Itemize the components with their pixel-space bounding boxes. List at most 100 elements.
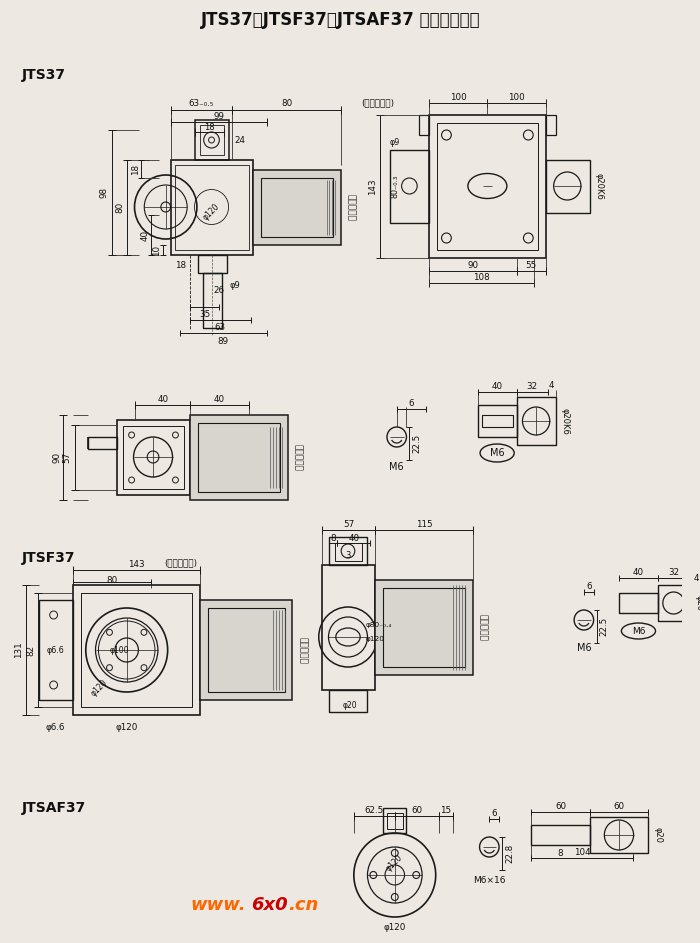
Text: JTS37: JTS37 (22, 68, 65, 82)
Text: www.: www. (190, 896, 246, 914)
Bar (203, 273, 222, 328)
Text: 131: 131 (14, 641, 23, 658)
Bar (589, 817, 648, 853)
Text: 22.5: 22.5 (413, 434, 421, 454)
Bar (546, 115, 556, 135)
Bar (546, 160, 589, 213)
Text: 32: 32 (526, 382, 538, 390)
Text: 按电机尺寸: 按电机尺寸 (298, 637, 307, 664)
Text: M6: M6 (490, 448, 505, 458)
Text: φ120: φ120 (365, 636, 384, 642)
Text: 6: 6 (409, 399, 414, 407)
Text: 63: 63 (215, 323, 226, 332)
Text: JTSAF37: JTSAF37 (22, 801, 85, 815)
Text: M6: M6 (631, 626, 645, 636)
Text: 143: 143 (128, 559, 145, 569)
Text: 4: 4 (694, 573, 699, 583)
Bar (335, 543, 362, 561)
Text: 24: 24 (234, 136, 245, 144)
Bar (437, 123, 538, 250)
Text: 4: 4 (549, 380, 554, 389)
Text: 100: 100 (508, 92, 525, 102)
Text: 80: 80 (281, 98, 292, 108)
Text: 60: 60 (411, 805, 422, 815)
Text: (按电机尺寸): (按电机尺寸) (164, 558, 197, 568)
Text: 6x0: 6x0 (251, 896, 288, 914)
Text: 40: 40 (141, 229, 150, 240)
Text: 82: 82 (27, 644, 36, 655)
Bar (208, 608, 285, 692)
Text: 40: 40 (491, 382, 503, 390)
Text: φ9: φ9 (390, 138, 400, 146)
Bar (375, 580, 473, 675)
Bar (198, 255, 227, 273)
Text: 40: 40 (349, 534, 359, 542)
Text: 6: 6 (491, 808, 497, 818)
Bar (39, 600, 73, 700)
Bar (330, 690, 368, 712)
Text: 63₋₀.₅: 63₋₀.₅ (188, 98, 214, 108)
Text: 104: 104 (573, 848, 590, 856)
Bar (330, 537, 368, 565)
Text: 80: 80 (116, 202, 125, 213)
Text: 108: 108 (473, 273, 490, 282)
Text: 10: 10 (153, 244, 162, 256)
Text: 32: 32 (668, 568, 679, 576)
Text: JTS37、JTSF37、JTSAF37 外形安装尺寸: JTS37、JTSF37、JTSAF37 外形安装尺寸 (202, 11, 481, 29)
Text: 6: 6 (586, 582, 592, 590)
Bar (199, 600, 293, 700)
Text: 40: 40 (633, 568, 644, 576)
Text: 18: 18 (204, 123, 215, 131)
Bar (198, 423, 280, 492)
Text: (按电机尺寸): (按电机尺寸) (362, 98, 395, 108)
Text: φ120: φ120 (384, 922, 406, 932)
Bar (619, 593, 658, 613)
Bar (531, 825, 589, 845)
Text: 143: 143 (368, 178, 377, 195)
Text: .cn: .cn (288, 896, 319, 914)
Text: 89: 89 (218, 337, 229, 345)
Text: 90: 90 (467, 260, 478, 270)
Text: 35: 35 (199, 309, 210, 319)
Bar (195, 120, 229, 160)
Text: M6: M6 (577, 643, 592, 653)
Text: 115: 115 (416, 520, 433, 528)
Text: 40: 40 (158, 394, 168, 404)
Bar (117, 420, 190, 495)
Text: 8: 8 (330, 534, 336, 542)
Bar (261, 178, 333, 237)
Text: 按电机尺寸: 按电机尺寸 (293, 443, 302, 471)
Text: φ6.6: φ6.6 (46, 722, 65, 732)
Text: 57: 57 (343, 520, 354, 528)
Text: 26: 26 (214, 286, 225, 294)
Text: M6×16: M6×16 (473, 875, 505, 885)
Text: M6: M6 (389, 462, 404, 472)
Text: 62.5: 62.5 (365, 805, 384, 815)
Bar (73, 585, 200, 715)
Text: φ100: φ100 (109, 646, 129, 654)
Text: 8: 8 (558, 849, 564, 857)
Text: 60: 60 (555, 802, 566, 810)
Text: 40: 40 (214, 394, 225, 404)
Text: φ120: φ120 (202, 202, 222, 222)
Bar (482, 415, 512, 427)
Text: φ6.6: φ6.6 (47, 646, 64, 654)
Bar (322, 565, 375, 690)
Text: φ20K6: φ20K6 (595, 173, 604, 199)
Text: 按电机尺寸: 按电机尺寸 (478, 614, 487, 640)
Text: φ20: φ20 (654, 827, 662, 843)
Text: 99: 99 (214, 111, 224, 121)
Bar (190, 415, 288, 500)
Text: 90: 90 (52, 452, 61, 463)
Text: 98: 98 (100, 187, 108, 198)
Text: 80: 80 (106, 575, 118, 585)
Text: φ20: φ20 (343, 701, 358, 709)
Bar (171, 160, 253, 255)
Bar (122, 426, 184, 489)
Text: φ120: φ120 (385, 853, 405, 873)
Text: 22.8: 22.8 (505, 844, 514, 863)
Bar (176, 165, 248, 250)
Text: 18: 18 (175, 260, 186, 270)
Text: 22.5: 22.5 (600, 617, 609, 637)
Bar (517, 397, 556, 445)
